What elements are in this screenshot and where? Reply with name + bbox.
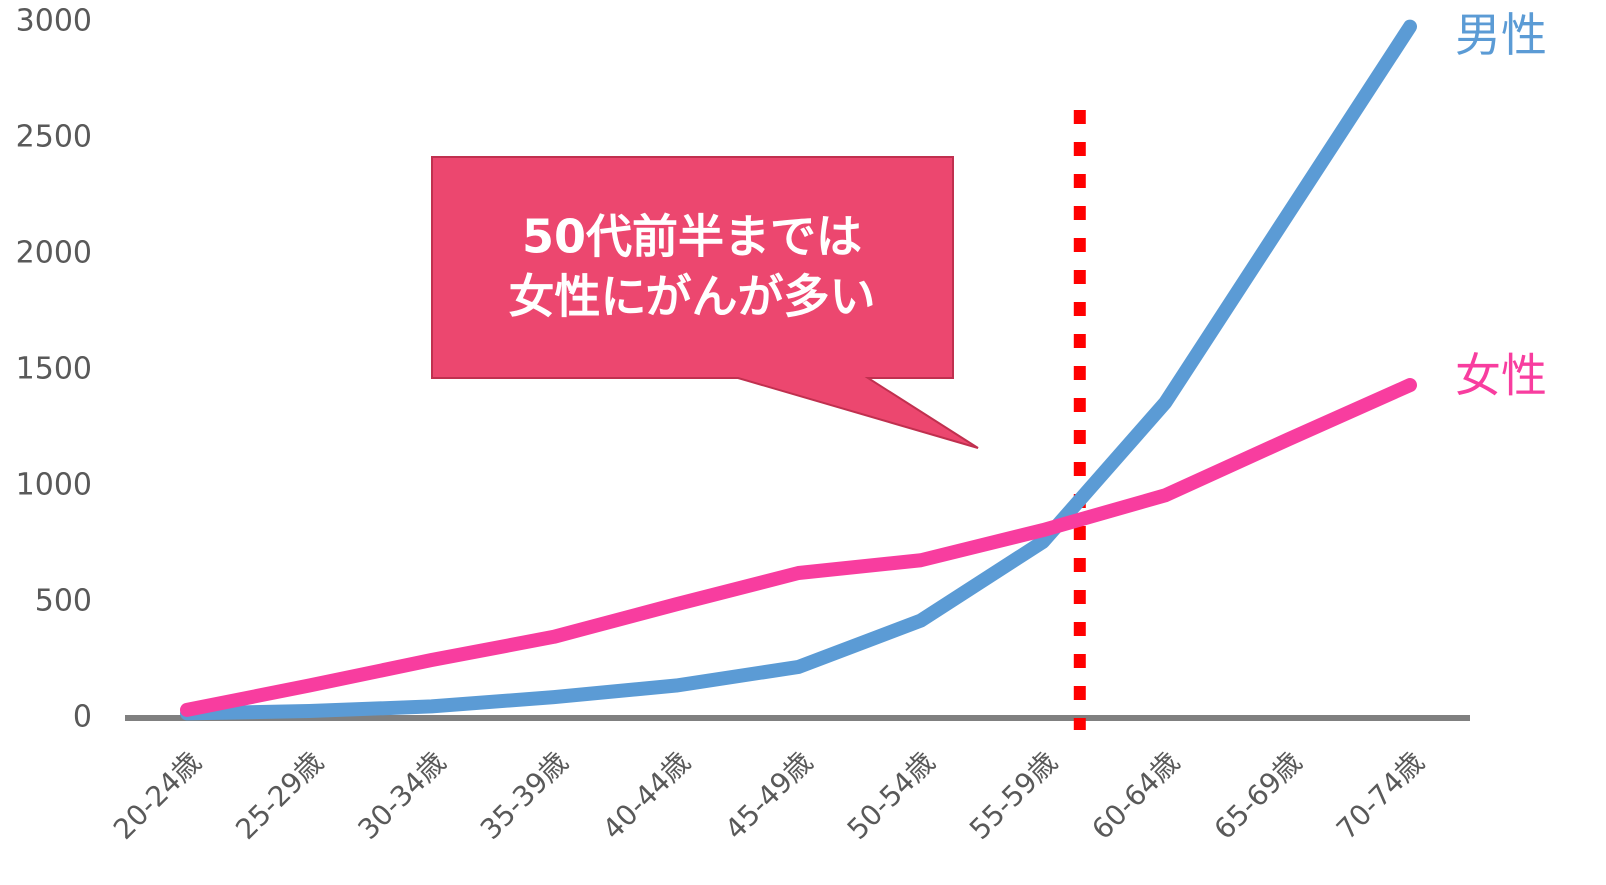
x-tick-label: 35-39歳 <box>474 745 575 846</box>
series-line <box>180 378 1417 717</box>
x-tick-label: 55-59歳 <box>963 745 1064 846</box>
x-tick-label: 30-34歳 <box>352 745 453 846</box>
x-tick-label: 70-74歳 <box>1330 745 1431 846</box>
x-tick-label: 50-54歳 <box>841 745 942 846</box>
series-line <box>180 19 1417 721</box>
x-tick-label: 65-69歳 <box>1208 745 1309 846</box>
y-tick-label: 500 <box>35 584 92 619</box>
callout-text: 女性にがんが多い <box>508 270 875 324</box>
y-tick-label: 0 <box>73 700 92 735</box>
y-tick-label: 1500 <box>16 352 92 387</box>
x-tick-label: 45-49歳 <box>718 745 819 846</box>
y-tick-label: 3000 <box>16 4 92 39</box>
y-tick-label: 1000 <box>16 468 92 503</box>
x-tick-label: 25-29歳 <box>229 745 330 846</box>
y-tick-label: 2500 <box>16 120 92 155</box>
y-tick-label: 2000 <box>16 236 92 271</box>
callout <box>431 156 979 449</box>
x-tick-label: 60-64歳 <box>1085 745 1186 846</box>
series-label: 男性 <box>1455 8 1547 62</box>
x-tick-label: 40-44歳 <box>596 745 697 846</box>
callout-text: 50代前半までは <box>522 210 862 264</box>
series-label: 女性 <box>1455 349 1547 403</box>
x-tick-label: 20-24歳 <box>107 745 208 846</box>
